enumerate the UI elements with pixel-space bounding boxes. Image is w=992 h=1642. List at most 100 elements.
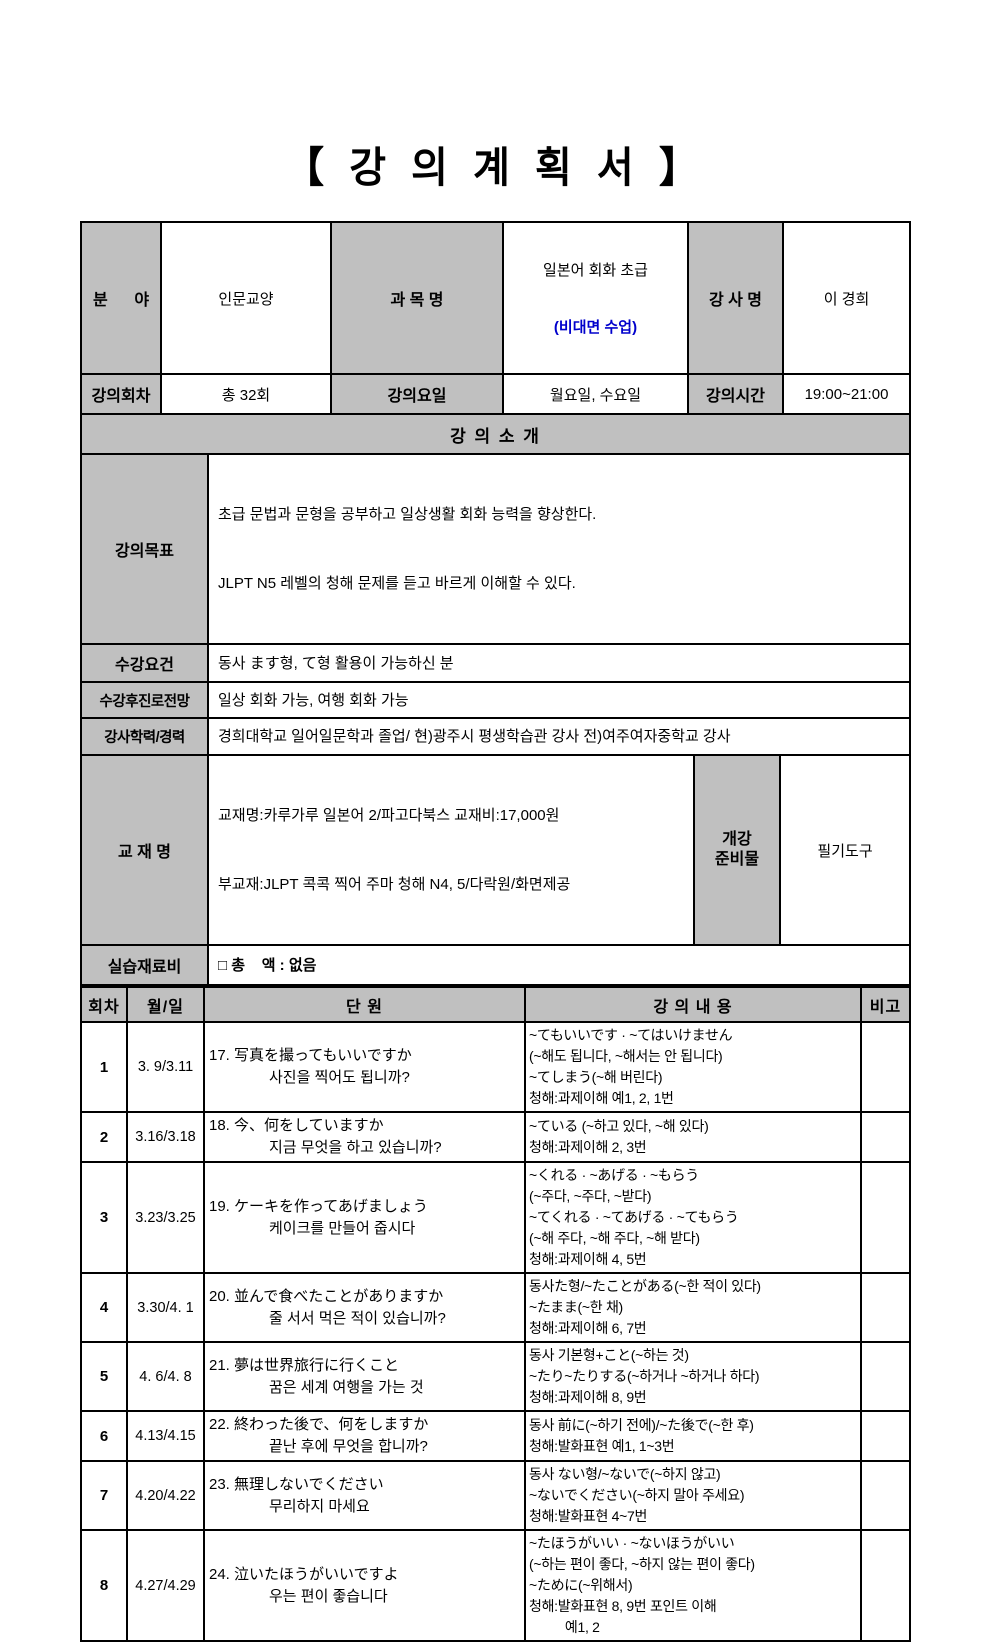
prep-label: 개강 준비물: [693, 754, 781, 946]
content-line: 예1, 2: [529, 1619, 600, 1635]
textbook-line-2: 부교재:JLPT 콕콕 찍어 주마 청해 N4, 5/다락원/화면제공: [218, 876, 571, 893]
page-title: 【 강 의 계 획 서 】: [284, 145, 706, 192]
content-line: ~ために(~위해서): [529, 1577, 633, 1593]
content-line: 동사 前に(~하기 전에)/~た後で(~한 후): [529, 1417, 754, 1433]
content-line: 동사た형/~たことがある(~한 적이 있다): [529, 1278, 761, 1294]
content-line: ~たまま(~한 채): [529, 1299, 623, 1315]
session-date: 3.30/4. 1: [126, 1272, 205, 1343]
session-date: 3. 9/3.11: [126, 1021, 205, 1113]
material-label: 실습재료비: [80, 944, 209, 986]
session-content-cell: ~たほうがいい · ~ないほうがいい (~하는 편이 좋다, ~하지 않는 편이 …: [524, 1529, 862, 1642]
unit-title-korean: 꿈은 세계 여행을 가는 것: [269, 1378, 424, 1396]
header-content: 강 의 내 용: [524, 986, 862, 1023]
session-date: 4.20/4.22: [126, 1460, 205, 1531]
content-line: 청해:과제이해 예1, 2, 1번: [529, 1090, 674, 1106]
subject-label: 과 목 명: [330, 221, 504, 375]
content-line: (~주다, ~주다, ~받다): [529, 1188, 652, 1204]
textbook-value-cell: 교재명:카루가루 일본어 2/파고다북스 교재비:17,000원 부교재:JLP…: [207, 754, 695, 946]
session-content-cell: 동사 기본형+こと(~하는 것) ~たり~たりする(~하거나 ~하거나 하다) 청해…: [524, 1341, 862, 1412]
syllabus-page: 【 강 의 계 획 서 】 분 야 인문교양 과 목 명 일본어 회화 초급 (…: [79, 145, 912, 1642]
unit-title-japanese: 17. 写真を撮ってもいいですか: [209, 1047, 412, 1064]
content-line: ~くれる · ~あげる · ~もらう: [529, 1167, 700, 1183]
unit-title-japanese: 22. 終わった後で、何をしますか: [209, 1416, 429, 1433]
session-note: [860, 1272, 911, 1343]
session-unit-cell: 17. 写真を撮ってもいいですか 사진을 찍어도 됩니까?: [203, 1021, 526, 1113]
header-unit: 단 원: [203, 986, 526, 1023]
session-note: [860, 1410, 911, 1462]
unit-title-japanese: 21. 夢は世界旅行に行くこと: [209, 1356, 400, 1374]
unit-title-korean: 우는 편이 좋습니다: [269, 1587, 388, 1605]
content-line: 청해:과제이해 6, 7번: [529, 1320, 647, 1336]
session-number: 5: [80, 1341, 128, 1412]
content-line: 청해:발화표현 4~7번: [529, 1508, 648, 1524]
content-line: ~ている (~하고 있다, ~해 있다): [529, 1118, 709, 1134]
goal-line-1: 초급 문법과 문형을 공부하고 일상생활 회화 능력을 향상한다.: [218, 506, 597, 523]
header-session-no: 회차: [80, 986, 128, 1023]
goal-value-cell: 초급 문법과 문형을 공부하고 일상생활 회화 능력을 향상한다. JLPT N…: [206, 453, 912, 645]
time-value: 19:00~21:00: [782, 373, 911, 415]
session-date: 4. 6/4. 8: [126, 1341, 205, 1412]
session-note: [860, 1021, 911, 1113]
unit-title-japanese: 19. ケーキを作ってあげましょう: [209, 1197, 428, 1215]
time-label: 강의시간: [687, 373, 784, 415]
subject-value-cell: 일본어 회화 초급 (비대면 수업): [502, 221, 689, 375]
session-content-cell: 동사 前に(~하기 전에)/~た後で(~한 후) 청해:발화표현 예1, 1~3번: [524, 1410, 862, 1462]
content-line: ~たほうがいい · ~ないほうがいい: [529, 1535, 735, 1551]
unit-title-japanese: 18. 今、何をしていますか: [209, 1117, 384, 1134]
course-info-table: 분 야 인문교양 과 목 명 일본어 회화 초급 (비대면 수업) 강 사 명 …: [80, 221, 911, 415]
session-number: 7: [80, 1460, 128, 1531]
content-line: (~해도 됩니다, ~해서는 안 됩니다): [529, 1048, 723, 1064]
content-line: ~てもいいです · ~てはいけません: [529, 1027, 733, 1043]
session-date: 3.16/3.18: [126, 1111, 205, 1163]
content-line: 청해:과제이해 2, 3번: [529, 1139, 647, 1155]
course-intro-table: 강 의 소 개 강의목표 초급 문법과 문형을 공부하고 일상생활 회화 능력을…: [79, 413, 912, 986]
content-line: 청해:발화표현 예1, 1~3번: [529, 1438, 675, 1454]
material-value: □ 총 액 : 없음: [206, 944, 912, 986]
session-note: [860, 1460, 911, 1531]
schedule-row: 1 3. 9/3.11 17. 写真を撮ってもいいですか 사진을 찍어도 됩니까…: [80, 1021, 911, 1113]
session-number: 2: [80, 1111, 128, 1163]
schedule-row: 5 4. 6/4. 8 21. 夢は世界旅行に行くこと 꿈은 세계 여행을 가는…: [80, 1341, 911, 1412]
schedule-table: 회차 월/일 단 원 강 의 내 용 비고 1 3. 9/3.11 17. 写真…: [80, 986, 911, 1642]
schedule-row: 2 3.16/3.18 18. 今、何をしていますか 지금 무엇을 하고 있습니…: [80, 1111, 911, 1163]
unit-title-japanese: 24. 泣いたほうがいいですよ: [209, 1565, 399, 1583]
intro-section-title: 강 의 소 개: [79, 413, 912, 455]
history-value: 경희대학교 일어일문학과 졸업/ 현)광주시 평생학습관 강사 전)여주여자중학…: [206, 717, 912, 756]
subject-note: (비대면 수업): [553, 319, 638, 336]
session-date: 4.13/4.15: [126, 1410, 205, 1462]
requirement-value: 동사 ます형, て형 활용이 가능하신 분: [206, 643, 912, 683]
textbook-label: 교 재 명: [80, 754, 209, 946]
content-line: ~てくれる · ~てあげる · ~てもらう: [529, 1209, 739, 1225]
textbook-line-1: 교재명:카루가루 일본어 2/파고다북스 교재비:17,000원: [218, 807, 560, 824]
session-unit-cell: 22. 終わった後で、何をしますか 끝난 후에 무엇을 합니까?: [203, 1410, 526, 1462]
history-label: 강사학력/경력: [80, 717, 209, 756]
field-value: 인문교양: [160, 221, 332, 375]
session-content-cell: 동사た형/~たことがある(~한 적이 있다) ~たまま(~한 채) 청해:과제이해 …: [524, 1272, 862, 1343]
unit-title-japanese: 20. 並んで食べたことがありますか: [209, 1287, 444, 1305]
session-content-cell: ~てもいいです · ~てはいけません (~해도 됩니다, ~해서는 안 됩니다) ~…: [524, 1021, 862, 1113]
session-number: 1: [80, 1021, 128, 1113]
sessions-value: 총 32회: [160, 373, 332, 415]
schedule-header-row: 회차 월/일 단 원 강 의 내 용 비고: [80, 986, 911, 1023]
session-unit-cell: 23. 無理しないでください 무리하지 마세요: [203, 1460, 526, 1531]
session-note: [860, 1111, 911, 1163]
goal-label: 강의목표: [80, 453, 209, 645]
session-unit-cell: 20. 並んで食べたことがありますか 줄 서서 먹은 적이 있습니까?: [203, 1272, 526, 1343]
session-content-cell: ~ている (~하고 있다, ~해 있다) 청해:과제이해 2, 3번: [524, 1111, 862, 1163]
content-line: 청해:과제이해 8, 9번: [529, 1389, 647, 1405]
content-line: 동사 기본형+こと(~하는 것): [529, 1347, 689, 1363]
prep-value: 필기도구: [778, 754, 912, 946]
session-unit-cell: 24. 泣いたほうがいいですよ 우는 편이 좋습니다: [203, 1529, 526, 1642]
session-unit-cell: 19. ケーキを作ってあげましょう 케이크를 만들어 줍시다: [203, 1161, 526, 1274]
session-date: 4.27/4.29: [126, 1529, 205, 1642]
session-unit-cell: 18. 今、何をしていますか 지금 무엇을 하고 있습니까?: [203, 1111, 526, 1163]
content-line: ~たり~たりする(~하거나 ~하거나 하다): [529, 1368, 760, 1384]
schedule-row: 8 4.27/4.29 24. 泣いたほうがいいですよ 우는 편이 좋습니다 ~…: [80, 1529, 911, 1642]
content-line: ~てしまう(~해 버린다): [529, 1069, 663, 1085]
goal-line-2: JLPT N5 레벨의 청해 문제를 듣고 바르게 이해할 수 있다.: [218, 575, 576, 592]
session-number: 8: [80, 1529, 128, 1642]
session-note: [860, 1341, 911, 1412]
session-note: [860, 1161, 911, 1274]
session-note: [860, 1529, 911, 1642]
content-line: 청해:발화표현 8, 9번 포인트 이해: [529, 1598, 717, 1614]
